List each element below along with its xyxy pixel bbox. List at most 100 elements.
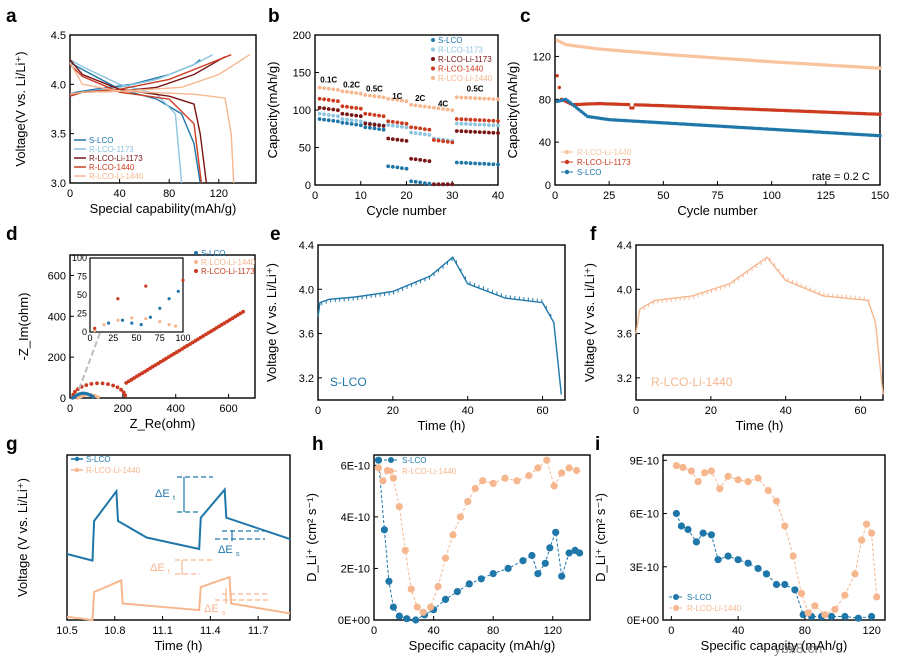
delta-es-orange-sub: s — [222, 610, 226, 617]
x-tick-label: 75 — [711, 190, 723, 202]
delta-es-orange: ΔE — [204, 603, 219, 615]
data-point-R-LCO-Li-1173 — [487, 130, 491, 135]
x-tick-label: 0 — [67, 188, 73, 200]
data-point-R-LCO-1440 — [464, 117, 468, 122]
series-line-R-LCO-Li-1440 — [66, 575, 291, 622]
delta-es-blue-sub: s — [236, 551, 240, 558]
data-point-R-LCO-Li-1173 — [432, 182, 436, 187]
data-point-R-LCO-Li-1440 — [349, 90, 354, 95]
data-point-R-LCO-1440 — [422, 127, 427, 131]
inset-data-point-S-LCO — [107, 321, 111, 325]
data-point-S-LCO — [403, 615, 411, 623]
x-tick-label: 20 — [387, 405, 399, 417]
legend-marker — [388, 468, 394, 474]
data-point-R-LCO-Li-1440 — [716, 485, 724, 493]
data-point-S-LCO — [322, 117, 326, 122]
data-point-R-LCO-Li-1440 — [464, 497, 472, 505]
y-tick-label: 3.6 — [299, 329, 314, 341]
data-point-R-LCO-Li-1173 — [164, 356, 168, 361]
data-point-S-LCO — [386, 164, 391, 169]
data-point-R-LCO-Li-1440 — [482, 96, 487, 101]
data-point-R-LCO-1173 — [422, 132, 427, 137]
data-point-S-LCO — [404, 166, 409, 171]
x-tick-label: 60 — [536, 405, 548, 417]
inset-y-tick-label: 100 — [72, 253, 87, 263]
legend-entry: S-LCO — [86, 455, 110, 464]
data-point-S-LCO — [336, 119, 340, 124]
data-point-R-LCO-Li-1440 — [831, 605, 839, 614]
data-point-R-LCO-Li-1440 — [432, 105, 436, 110]
rate-label: 0.1C — [320, 75, 337, 84]
y-tick-label: 600 — [48, 270, 66, 282]
x-tick-label: 0 — [633, 405, 639, 417]
legend-entry: R-LCO-1440 — [89, 163, 135, 172]
data-point-R-LCO-1440 — [386, 119, 391, 124]
data-point-S-LCO — [453, 588, 461, 596]
data-point-R-LCO-Li-1440 — [401, 546, 409, 555]
inset-data-point-R-LCO-Li-1440 — [174, 324, 178, 328]
data-point-R-LCO-1173 — [482, 122, 487, 127]
data-point-R-LCO-Li-1173 — [363, 121, 368, 126]
legend-marker — [673, 605, 679, 611]
data-point-R-LCO-Li-1173 — [390, 137, 395, 142]
x-tick-label: 25 — [603, 190, 615, 202]
plot-frame-h — [373, 454, 591, 621]
data-point-R-LCO-1173 — [418, 131, 423, 136]
panel-label-e: e — [270, 224, 281, 245]
axes-i: 0 40 80 120 0E+00 3E-10 6E-10 9E-10 Specific cap… — [593, 454, 886, 653]
data-point-S-LCO — [473, 161, 477, 166]
data-point-R-LCO-1173 — [491, 123, 496, 128]
inset-data-point-S-LCO — [139, 323, 143, 327]
data-point-R-LCO-Li-1173 — [317, 105, 322, 110]
panel-e-sample-label: S-LCO — [330, 375, 367, 389]
data-point-R-LCO-Li-1440 — [687, 467, 696, 475]
data-point-R-LCO-Li-1440 — [459, 95, 464, 100]
data-point-S-LCO — [791, 586, 799, 594]
data-point-R-LCO-1440 — [317, 96, 322, 101]
data-point-R-LCO-Li-1173 — [445, 182, 450, 187]
delta-et-orange-sub: t — [168, 569, 170, 576]
legend-entry: R-LCO-Li-1173 — [577, 158, 631, 167]
data-point-S-LCO — [707, 531, 716, 539]
data-point-R-LCO-1440 — [482, 118, 487, 123]
y-tick-label: 0E+00 — [338, 615, 370, 627]
data-point-R-LCO-Li-1440 — [471, 484, 479, 493]
data-point-S-LCO — [714, 556, 722, 564]
data-point-R-LCO-1173 — [409, 130, 413, 135]
data-point-R-LCO-1173 — [464, 122, 468, 126]
data-point-R-LCO-1440 — [354, 106, 359, 110]
legend-marker — [431, 57, 435, 61]
data-point-R-LCO-Li-1173 — [121, 390, 126, 395]
data-point-R-LCO-Li-1173 — [482, 130, 487, 135]
y-axis-label: Voltage (V vs. Li/Li⁺) — [15, 478, 30, 597]
plot-frame-i — [662, 454, 886, 621]
data-point-R-LCO-Li-1440 — [496, 97, 500, 102]
data-point-R-LCO-1440 — [358, 106, 363, 111]
data-point-S-LCO — [772, 580, 781, 589]
data-point-S-LCO — [781, 580, 789, 589]
data-point-R-LCO-Li-1173 — [354, 113, 359, 118]
delta-et-blue: ΔE — [155, 488, 170, 500]
data-point-R-LCO-Li-1440 — [374, 464, 383, 472]
y-axis-label: D_Li⁺ (cm² s⁻¹) — [304, 493, 319, 582]
data-point-R-LCO-Li-1440 — [468, 96, 473, 100]
data-point-R-LCO-Li-1173 — [368, 122, 372, 126]
data-point-R-LCO-Li-1173 — [115, 385, 120, 390]
legend-entry: R-LCO-Li-1440 — [577, 148, 632, 157]
x-tick-label: 40 — [462, 405, 474, 417]
data-point-R-LCO-Li-1173 — [322, 106, 326, 111]
x-tick-label: 200 — [114, 403, 132, 415]
data-point-R-LCO-Li-1440 — [395, 98, 400, 102]
x-axis-label: Cycle number — [677, 203, 758, 218]
plot-frame-f — [635, 244, 884, 401]
y-tick-label: 0 — [60, 393, 66, 405]
data-point-R-LCO-Li-1440 — [418, 104, 423, 108]
data-point-R-LCO-Li-1440 — [464, 95, 468, 100]
data-point-R-LCO-1440 — [404, 121, 409, 126]
legend-entry: R-LCO-Li-1440 — [402, 467, 457, 476]
data-point-R-LCO-1173 — [395, 124, 400, 129]
y-tick-label: 150 — [293, 68, 311, 80]
data-point-S-LCO — [358, 123, 363, 128]
data-point-R-LCO-Li-1173 — [331, 107, 336, 112]
legend-entry: S-LCO — [89, 136, 113, 145]
